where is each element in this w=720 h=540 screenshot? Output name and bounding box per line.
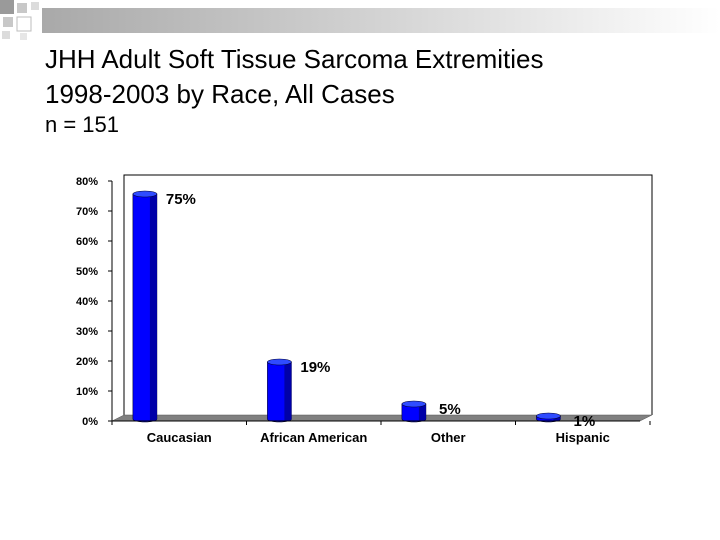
- bar-top: [267, 358, 292, 366]
- header-gradient-band: [42, 8, 720, 33]
- chart-back-wall: [123, 174, 653, 415]
- x-category-label: African American: [260, 430, 367, 445]
- sample-size-label: n = 151: [45, 112, 120, 137]
- bar: [401, 400, 427, 423]
- bar-shade: [149, 194, 157, 422]
- y-tick-label: 40%: [76, 296, 98, 308]
- slide-title: JHH Adult Soft Tissue Sarcoma Extremitie…: [45, 42, 685, 112]
- data-label: 1%: [574, 413, 596, 430]
- data-label: 19%: [300, 359, 330, 376]
- y-tick-label: 70%: [76, 206, 98, 218]
- y-tick-label: 80%: [76, 176, 98, 188]
- x-category-label: Other: [431, 430, 466, 445]
- bar-top: [536, 412, 561, 420]
- y-tick-label: 50%: [76, 266, 98, 278]
- y-tick-label: 60%: [76, 236, 98, 248]
- x-category-label: Caucasian: [147, 430, 212, 445]
- chart-floor-plane: [111, 414, 653, 422]
- x-category-label: Hispanic: [556, 430, 610, 445]
- chart-frame: [123, 174, 653, 415]
- bars: [132, 190, 561, 423]
- bar: [132, 190, 158, 423]
- corner-decoration: [0, 0, 39, 40]
- data-label: 5%: [439, 401, 461, 418]
- bar-top: [132, 190, 158, 198]
- chart-floor: [111, 414, 653, 422]
- bar-shade: [418, 404, 426, 422]
- slide-title-line-1: JHH Adult Soft Tissue Sarcoma Extremitie…: [45, 44, 544, 74]
- x-axis: Caucasian African American Other Hispanic: [111, 420, 651, 445]
- y-tick-label: 20%: [76, 356, 98, 368]
- bar-top: [401, 400, 427, 408]
- y-axis: 0% 10% 20% 30% 40% 50% 60% 70% 80%: [76, 176, 113, 428]
- data-label: 75%: [166, 191, 196, 208]
- y-tick-label: 30%: [76, 326, 98, 338]
- bar: [267, 358, 292, 423]
- data-labels: 75% 19% 5% 1%: [166, 191, 595, 430]
- y-tick-label: 0%: [82, 416, 98, 428]
- slide-title-line-2: 1998-2003 by Race, All Cases: [45, 79, 395, 109]
- bar-shade: [284, 362, 292, 422]
- y-tick-label: 10%: [76, 386, 98, 398]
